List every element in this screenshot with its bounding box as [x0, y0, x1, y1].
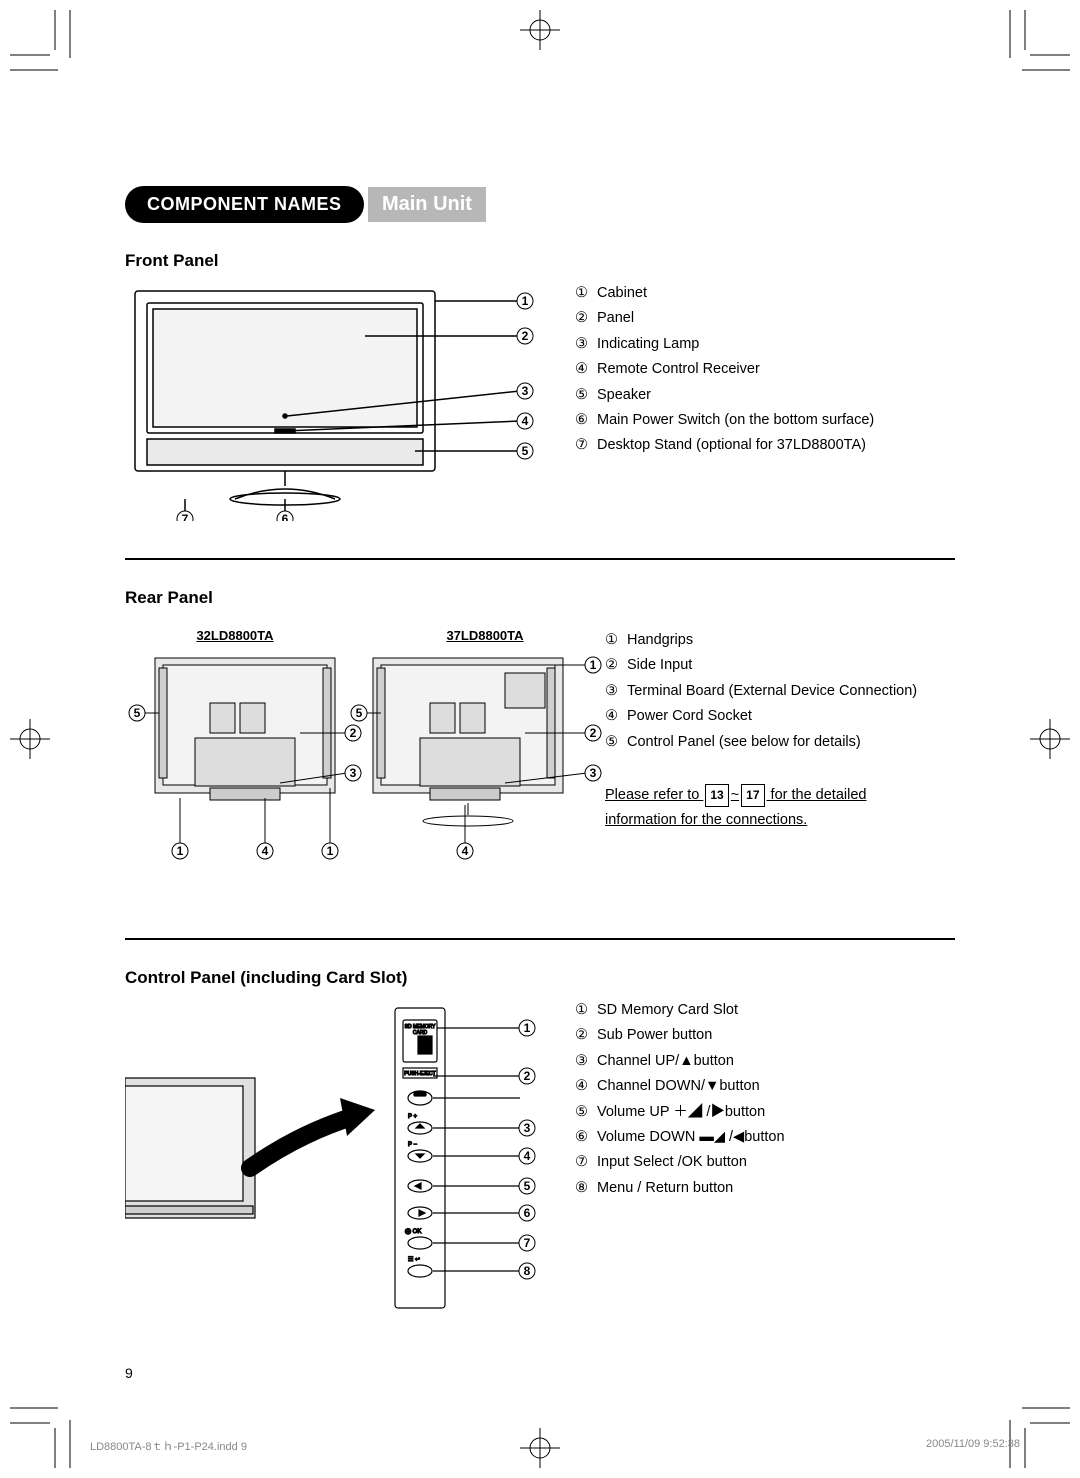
svg-text:2: 2: [522, 329, 529, 343]
front-panel-list: ①Cabinet ②Panel ③Indicating Lamp ④Remote…: [565, 281, 955, 459]
list-item: Indicating Lamp: [597, 332, 699, 357]
list-item: Main Power Switch (on the bottom surface…: [597, 408, 874, 433]
svg-text:4: 4: [522, 414, 529, 428]
svg-text:3: 3: [350, 766, 357, 780]
svg-text:7: 7: [182, 512, 189, 521]
svg-text:2: 2: [524, 1069, 531, 1083]
list-item: Terminal Board (External Device Connecti…: [627, 679, 917, 704]
model-label-a: 32LD8800TA: [125, 628, 345, 643]
footer-stamp: 2005/11/09 9:52:38: [926, 1438, 1020, 1454]
list-item: Handgrips: [627, 628, 693, 653]
page-content: COMPONENT NAMES Main Unit Front Panel: [125, 135, 955, 1323]
list-item: Control Panel (see below for details): [627, 730, 861, 755]
svg-text:2: 2: [350, 726, 357, 740]
list-item: SD Memory Card Slot: [597, 998, 738, 1023]
list-item: Cabinet: [597, 281, 647, 306]
rear-panel-list: ①Handgrips ②Side Input ③Terminal Board (…: [595, 628, 955, 834]
list-item: Input Select /OK button: [597, 1150, 747, 1175]
divider: [125, 558, 955, 560]
list-item: Channel UP/▲button: [597, 1049, 734, 1074]
svg-text:☰ ↩: ☰ ↩: [408, 1256, 420, 1263]
svg-text:7: 7: [524, 1236, 531, 1250]
print-footer: LD8800TA-8ｔｈ-P1-P24.indd 9 2005/11/09 9:…: [90, 1438, 1020, 1454]
control-panel-list: ①SD Memory Card Slot ②Sub Power button ③…: [565, 998, 955, 1201]
main-unit-chip: Main Unit: [368, 187, 486, 222]
list-item: Volume DOWN ▬◢ /◀button: [597, 1125, 785, 1150]
svg-text:1: 1: [177, 844, 184, 858]
list-item: Power Cord Socket: [627, 704, 752, 729]
list-item: Menu / Return button: [597, 1176, 733, 1201]
rear-panel-heading: Rear Panel: [125, 588, 955, 608]
svg-text:6: 6: [524, 1206, 531, 1220]
list-item: Sub Power button: [597, 1023, 712, 1048]
svg-text:⨁ OK: ⨁ OK: [405, 1228, 421, 1235]
svg-text:P +: P +: [408, 1114, 418, 1120]
footer-file: LD8800TA-8ｔｈ-P1-P24.indd 9: [90, 1438, 247, 1454]
front-panel-heading: Front Panel: [125, 251, 955, 271]
control-panel-heading: Control Panel (including Card Slot): [125, 968, 955, 988]
list-item: Desktop Stand (optional for 37LD8800TA): [597, 433, 866, 458]
list-item: Volume UP ＋◢ /▶button: [597, 1100, 765, 1125]
model-label-b: 37LD8800TA: [375, 628, 595, 643]
svg-text:4: 4: [262, 844, 269, 858]
svg-text:1: 1: [522, 294, 529, 308]
list-item: Side Input: [627, 653, 692, 678]
svg-text:1: 1: [524, 1021, 531, 1035]
svg-text:5: 5: [522, 444, 529, 458]
svg-text:5: 5: [134, 706, 141, 720]
svg-text:P −: P −: [408, 1142, 418, 1148]
svg-text:8: 8: [524, 1264, 531, 1278]
list-item: Remote Control Receiver: [597, 357, 760, 382]
svg-text:4: 4: [462, 844, 469, 858]
svg-text:4: 4: [524, 1149, 531, 1163]
svg-text:5: 5: [524, 1179, 531, 1193]
list-item: Channel DOWN/▼button: [597, 1074, 760, 1099]
divider: [125, 938, 955, 940]
svg-text:3: 3: [524, 1121, 531, 1135]
reference-note: Please refer to 13~17 for the detailed i…: [605, 783, 955, 834]
svg-text:PUSH-EJECT: PUSH-EJECT: [404, 1071, 435, 1077]
page-number: 9: [125, 1365, 133, 1381]
rear-panel-figure: 32LD8800TA 37LD8800TA: [125, 628, 595, 878]
section-title-pill: COMPONENT NAMES: [125, 186, 364, 223]
list-item: Panel: [597, 306, 634, 331]
list-item: Speaker: [597, 383, 651, 408]
svg-text:1: 1: [327, 844, 334, 858]
svg-text:6: 6: [282, 512, 289, 521]
svg-text:3: 3: [522, 384, 529, 398]
svg-text:CARD: CARD: [413, 1030, 428, 1036]
svg-text:5: 5: [356, 706, 363, 720]
control-panel-figure: SD MEMORY CARD PUSH-EJECT P + P − ⨁ OK ☰: [125, 998, 565, 1323]
front-panel-figure: 1 2 3 4 5 6 7: [125, 281, 565, 526]
